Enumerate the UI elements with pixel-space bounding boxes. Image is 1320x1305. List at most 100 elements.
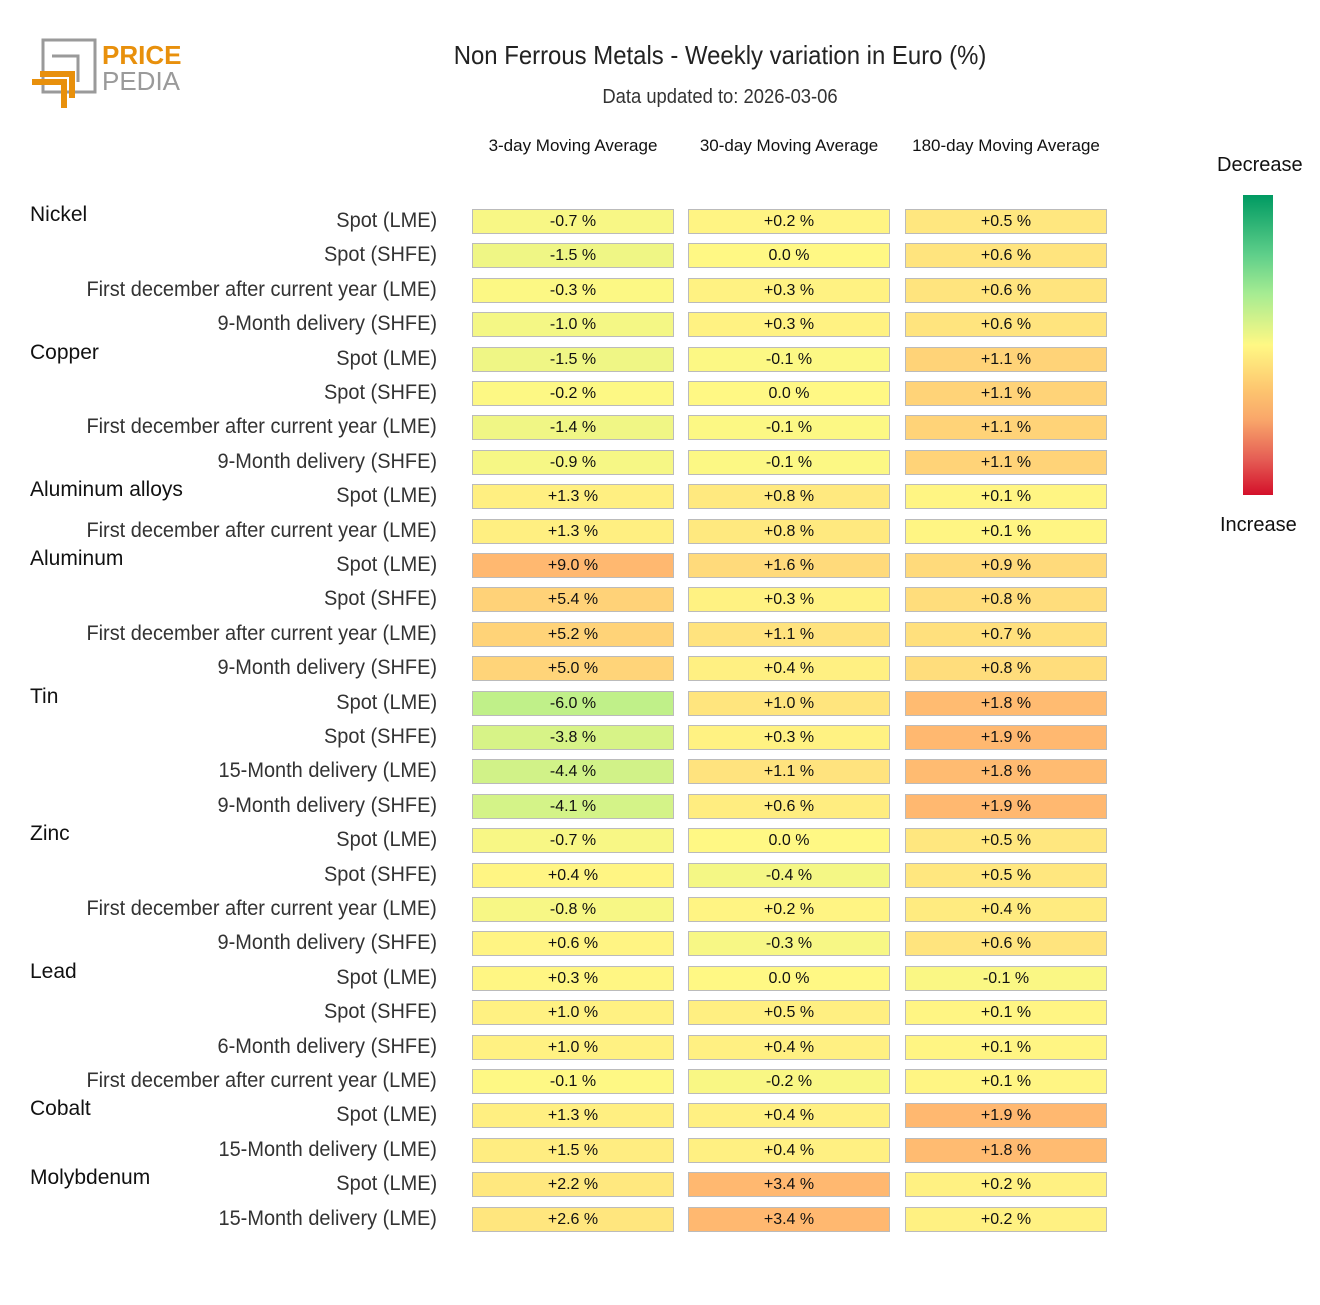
heatmap-cell: -1.4 % xyxy=(472,415,674,441)
heatmap-cell: -4.1 % xyxy=(472,793,674,819)
heatmap-cell: +5.4 % xyxy=(472,587,674,613)
heatmap-cell: +1.1 % xyxy=(688,759,890,785)
pricepedia-logo: PRICE PEDIA xyxy=(30,38,190,115)
group-label: Molybdenum xyxy=(30,1166,151,1190)
heatmap-cell: +0.4 % xyxy=(472,862,674,888)
heatmap-cell: +1.1 % xyxy=(905,346,1107,372)
svg-text:PEDIA: PEDIA xyxy=(102,66,181,96)
column-header-180day: 180-day Moving Average xyxy=(912,136,1100,155)
heatmap-cell: -0.2 % xyxy=(688,1069,890,1094)
heatmap-cell: +1.1 % xyxy=(905,449,1107,475)
heatmap-cell: +1.3 % xyxy=(472,518,674,544)
heatmap-cell: +1.6 % xyxy=(688,553,890,578)
heatmap-cell: +0.6 % xyxy=(905,312,1107,338)
heatmap-cell: +0.4 % xyxy=(688,656,890,682)
heatmap-cell: -0.7 % xyxy=(472,209,674,234)
heatmap-cell: -0.1 % xyxy=(688,449,890,475)
heatmap-cell: +1.1 % xyxy=(688,621,890,647)
row-label: 15-Month delivery (LME) xyxy=(218,1137,437,1161)
row-label: 9-Month delivery (SHFE) xyxy=(217,656,437,680)
heatmap-cell: +0.5 % xyxy=(905,828,1107,854)
heatmap-cell: +0.4 % xyxy=(688,1103,890,1129)
heatmap-cell: -0.9 % xyxy=(472,449,674,475)
group-label: Tin xyxy=(30,684,59,708)
legend-top-label: Decrease xyxy=(1217,154,1303,176)
row-label: Spot (SHFE) xyxy=(323,725,437,748)
row-label: Spot (LME) xyxy=(336,1103,437,1127)
heatmap-cell: +0.3 % xyxy=(472,965,674,991)
heatmap-cell: +1.3 % xyxy=(472,484,674,510)
heatmap-cell: +1.1 % xyxy=(905,415,1107,441)
heatmap-cell: -0.1 % xyxy=(472,1069,674,1094)
row-label: Spot (LME) xyxy=(336,209,437,232)
heatmap-cell: -0.1 % xyxy=(688,415,890,441)
heatmap-cell: +0.1 % xyxy=(905,1034,1107,1060)
heatmap-cell: +1.8 % xyxy=(905,1137,1107,1163)
heatmap-cell: +1.8 % xyxy=(905,690,1107,716)
heatmap-cell: 0.0 % xyxy=(688,381,890,406)
heatmap-cell: -0.1 % xyxy=(905,965,1107,991)
heatmap-cell: -0.4 % xyxy=(688,862,890,888)
row-label: 15-Month delivery (LME) xyxy=(218,759,437,783)
row-label: Spot (SHFE) xyxy=(323,243,437,267)
heatmap-cell: -1.5 % xyxy=(472,346,674,372)
heatmap-cell: +0.4 % xyxy=(688,1137,890,1163)
heatmap-cell: +0.1 % xyxy=(905,1000,1107,1026)
heatmap-cell: +0.1 % xyxy=(905,518,1107,544)
heatmap-cell: +1.9 % xyxy=(905,725,1107,750)
heatmap-cell: +0.5 % xyxy=(905,862,1107,888)
heatmap-cell: +3.4 % xyxy=(688,1172,890,1198)
heatmap-cell: +1.9 % xyxy=(905,793,1107,819)
heatmap-cell: +9.0 % xyxy=(472,553,674,578)
svg-text:PRICE: PRICE xyxy=(102,40,181,70)
heatmap-cell: +0.5 % xyxy=(688,1000,890,1026)
heatmap-cell: +0.2 % xyxy=(905,1172,1107,1198)
heatmap-cell: +0.7 % xyxy=(905,621,1107,647)
heatmap-cell: +0.6 % xyxy=(905,243,1107,269)
group-label: Copper xyxy=(30,340,99,364)
heatmap-cell: +5.0 % xyxy=(472,656,674,682)
group-label: Nickel xyxy=(30,203,88,226)
heatmap-cell: +0.1 % xyxy=(905,1069,1107,1094)
row-label: 15-Month delivery (LME) xyxy=(218,1206,437,1230)
row-label: 9-Month delivery (SHFE) xyxy=(217,793,437,817)
row-label: Spot (LME) xyxy=(336,965,437,989)
column-header-30day: 30-day Moving Average xyxy=(699,136,879,155)
row-label: Spot (SHFE) xyxy=(323,587,437,611)
row-label: 9-Month delivery (SHFE) xyxy=(217,931,437,955)
row-label: Spot (SHFE) xyxy=(323,1000,437,1024)
heatmap-cell: +0.3 % xyxy=(688,277,890,303)
heatmap-cell: +0.8 % xyxy=(905,656,1107,682)
group-label: Aluminum xyxy=(30,547,124,570)
heatmap-cell: -0.7 % xyxy=(472,828,674,854)
heatmap-cell: +0.6 % xyxy=(688,793,890,819)
heatmap-cell: +2.6 % xyxy=(472,1206,674,1232)
heatmap-cell: +0.2 % xyxy=(688,897,890,922)
row-label: 9-Month delivery (SHFE) xyxy=(217,449,437,473)
heatmap-cell: +1.1 % xyxy=(905,381,1107,406)
heatmap-cell: +0.8 % xyxy=(688,484,890,510)
heatmap-cell: +3.4 % xyxy=(688,1206,890,1232)
heatmap-cell: +0.8 % xyxy=(688,518,890,544)
heatmap-cell: +0.3 % xyxy=(688,725,890,750)
row-label: 9-Month delivery (SHFE) xyxy=(217,312,437,336)
heatmap-cell: +1.5 % xyxy=(472,1137,674,1163)
row-label: Spot (LME) xyxy=(336,553,437,576)
heatmap-cell: +2.2 % xyxy=(472,1172,674,1198)
chart-title: Non Ferrous Metals - Weekly variation in… xyxy=(453,40,987,70)
heatmap-cell: +1.8 % xyxy=(905,759,1107,785)
heatmap-cell: -0.1 % xyxy=(688,346,890,372)
heatmap-cell: -0.3 % xyxy=(472,277,674,303)
heatmap-cell: +0.9 % xyxy=(905,553,1107,578)
row-label: First december after current year (LME) xyxy=(86,897,437,920)
heatmap-cell: +0.8 % xyxy=(905,587,1107,613)
row-label: 6-Month delivery (SHFE) xyxy=(217,1034,437,1058)
row-label: Spot (LME) xyxy=(336,690,437,714)
heatmap-cell: +1.0 % xyxy=(688,690,890,716)
heatmap-cell: 0.0 % xyxy=(688,828,890,854)
heatmap-cell: +1.0 % xyxy=(472,1034,674,1060)
heatmap-cell: +1.9 % xyxy=(905,1103,1107,1129)
heatmap-cell: +0.1 % xyxy=(905,484,1107,510)
heatmap-cell: -0.8 % xyxy=(472,897,674,922)
